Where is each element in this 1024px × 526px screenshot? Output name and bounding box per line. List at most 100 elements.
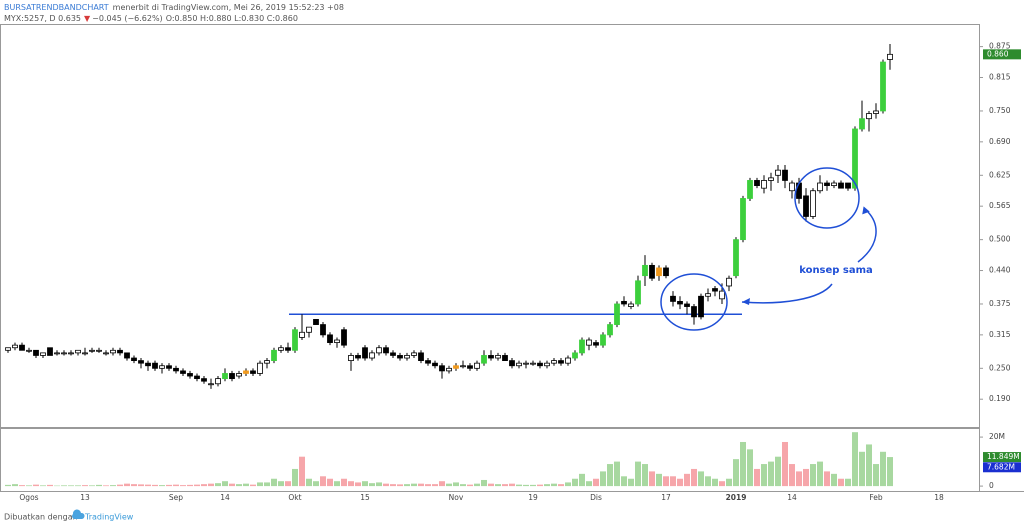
y-tick-label: 0.690 [989, 137, 1011, 146]
volume-bar [138, 484, 144, 487]
plot: 0.190 0.250 0.315 0.375 0.440 0.500 0.565 0.625… [5, 42, 1021, 502]
candle-body [509, 360, 515, 367]
volume-bar [285, 481, 291, 487]
candle-body [75, 349, 81, 354]
candle-body [299, 331, 305, 338]
arrow-2 [857, 211, 877, 263]
y-tick-label: 0.815 [989, 73, 1011, 82]
candle-body [229, 373, 235, 380]
volume-bar [761, 464, 767, 487]
candle-body [747, 180, 753, 199]
volume-bar [586, 481, 592, 487]
candle-body [383, 347, 389, 354]
header-line-2: MYX:5257, D 0.635 ▼ −0.045 (−6.62%) O:0.850… [4, 14, 298, 23]
candle-body [404, 355, 410, 359]
x-tick-label: Sep [169, 493, 183, 502]
volume-bar [796, 471, 802, 487]
volume-bar [152, 484, 158, 487]
y-tick-label: 0.250 [989, 363, 1011, 372]
volume-bar [845, 478, 851, 487]
volume-bar [12, 484, 18, 487]
volume-bar [558, 484, 564, 487]
y-tick-label: 0.315 [989, 330, 1011, 339]
footer-made-with: Dibuatkan dengan [4, 513, 78, 522]
x-tick-label: Ogos [19, 493, 38, 502]
volume-bar [397, 484, 403, 487]
candle-body [684, 303, 690, 307]
candle-body [642, 264, 648, 277]
volume-bar [89, 485, 95, 487]
volume-bar [180, 485, 186, 487]
candle-body [754, 180, 760, 186]
candle-body [481, 355, 487, 364]
value-tag [983, 462, 1021, 473]
candle-body [530, 362, 536, 365]
candle-body [243, 370, 249, 374]
volume-bar [705, 476, 711, 487]
candle-body [817, 182, 823, 192]
candle-body [152, 362, 158, 369]
candle-body [607, 324, 613, 336]
candle-body [789, 182, 795, 192]
candle-body [733, 239, 739, 277]
y-tick-label: 0.875 [989, 42, 1011, 51]
volume-bar [201, 484, 207, 487]
volume-bar [509, 483, 515, 487]
x-tick-label: 2019 [726, 493, 747, 502]
volume-bar [642, 464, 648, 487]
volume-bar [481, 479, 487, 487]
volume-bar [320, 476, 326, 487]
candle-body [600, 334, 606, 346]
candle-body [341, 329, 347, 346]
candle-body [649, 264, 655, 279]
volume-tick-label: 0 [989, 481, 994, 490]
volume-bar [614, 461, 620, 487]
footer-brand: TradingView [84, 513, 134, 522]
candle-body [334, 339, 340, 343]
volume-bar [747, 449, 753, 487]
candle-body [411, 352, 417, 356]
x-tick-label: 19 [528, 493, 538, 502]
candle-body [159, 365, 165, 369]
volume-bar [194, 484, 200, 487]
volume-bar [19, 485, 25, 487]
arrow-1 [741, 283, 833, 304]
volume-bar [145, 484, 151, 487]
candle-body [236, 373, 242, 377]
candle-body [271, 349, 277, 362]
volume-bar [733, 459, 739, 487]
y-tick-label: 0.375 [989, 299, 1011, 308]
volume-bar [306, 478, 312, 487]
candle-body [782, 169, 788, 181]
tv-logo [72, 509, 85, 519]
candle-body [810, 190, 816, 217]
candle-body [33, 349, 39, 356]
candle-body [194, 375, 200, 380]
candle-body [572, 352, 578, 359]
candle-body [257, 362, 263, 374]
candle-body [432, 362, 438, 367]
candle-body [117, 349, 123, 354]
candle-body [285, 347, 291, 351]
candle-body [173, 367, 179, 372]
candle-body [551, 360, 557, 364]
y-tick-label: 0.190 [989, 394, 1011, 403]
candle-body [873, 110, 879, 114]
change-arrow: ▼ [84, 14, 91, 23]
volume-bar [887, 457, 893, 487]
volume-bar [663, 476, 669, 487]
volume-bar [446, 483, 452, 487]
volume-bar [537, 484, 543, 487]
volume-bar [250, 484, 256, 487]
volume-bar [817, 461, 823, 487]
volume-bar [628, 478, 634, 487]
volume-bar [159, 485, 165, 487]
candle-body [40, 352, 46, 356]
volume-bar [222, 481, 228, 487]
candle-body [887, 53, 893, 60]
volume-bar [278, 481, 284, 487]
volume-bar [810, 464, 816, 487]
candle-body [208, 383, 214, 386]
volume-bar [712, 478, 718, 487]
candle-body [614, 303, 620, 325]
